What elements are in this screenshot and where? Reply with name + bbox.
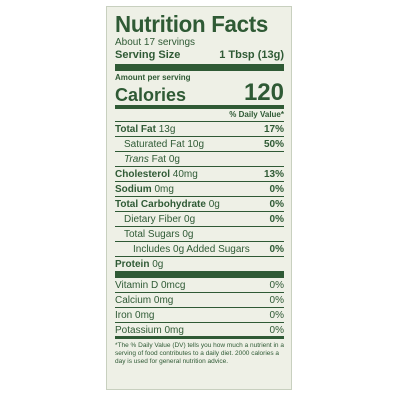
serving-size-row: Serving Size 1 Tbsp (13g) [115, 49, 284, 71]
nutrient-amount: 0mg [154, 183, 174, 195]
nutrient-amount: 40mg [172, 168, 198, 180]
calories-row: Calories 120 [115, 79, 284, 109]
vitamin-row-potassium: Potassium 0mg 0% [115, 323, 284, 337]
nutrient-row-trans-fat: Trans Fat 0g [115, 152, 284, 167]
nutrient-dv: 0% [269, 198, 284, 210]
daily-value-footnote: *The % Daily Value (DV) tells you how mu… [115, 336, 284, 366]
nutrient-name: Protein [115, 258, 150, 270]
daily-value-header: % Daily Value* [115, 109, 284, 122]
nutrient-row-added-sugars: Includes 0g Added Sugars 0% [115, 242, 284, 257]
nutrient-amount: 0g [184, 213, 196, 225]
nutrient-row-total-sugars: Total Sugars 0g [115, 227, 284, 242]
vitamin-amount: 0mg [153, 294, 174, 306]
vitamin-row-calcium: Calcium 0mg 0% [115, 293, 284, 308]
vitamin-dv: 0% [269, 294, 284, 306]
nutrient-name: Trans [124, 153, 149, 165]
nutrient-row-protein: Protein 0g [115, 257, 284, 278]
nutrient-name: Total Carbohydrate [115, 198, 206, 210]
vitamin-name: Vitamin D [115, 279, 159, 291]
nutrient-row-dietary-fiber: Dietary Fiber 0g 0% [115, 212, 284, 227]
nutrient-dv: 17% [263, 123, 284, 135]
calories-label: Calories [115, 85, 187, 105]
nutrient-row-total-fat: Total Fat 13g 17% [115, 122, 284, 137]
serving-size-value: 1 Tbsp (13g) [219, 49, 284, 61]
amount-per-serving: Amount per serving [115, 73, 191, 82]
nutrient-name: Total Fat [115, 123, 156, 135]
vitamin-name: Calcium [115, 294, 152, 306]
vitamin-dv: 0% [269, 279, 284, 291]
nutrient-dv: 0% [269, 243, 284, 255]
nutrient-row-sodium: Sodium 0mg 0% [115, 182, 284, 197]
nutrient-name: Sodium [115, 183, 152, 195]
nutrient-name: Dietary Fiber [124, 213, 182, 225]
nutrient-dv: 0% [269, 213, 284, 225]
vitamin-row-iron: Iron 0mg 0% [115, 308, 284, 323]
vitamin-amount: 0mg [135, 309, 155, 321]
vitamin-amount: 0mg [164, 324, 184, 336]
nutrient-dv: 13% [263, 168, 284, 180]
vitamin-row-vitamin-d: Vitamin D 0mcg 0% [115, 278, 284, 293]
nutrient-amount: 13g [158, 123, 176, 135]
vitamin-dv: 0% [269, 309, 284, 321]
nutrient-name: Saturated Fat [124, 138, 185, 150]
nutrition-facts-label: Nutrition Facts About 17 servings Servin… [106, 6, 292, 390]
nutrient-row-cholesterol: Cholesterol 40mg 13% [115, 167, 284, 182]
nutrient-amount: 0g [182, 228, 194, 240]
nutrient-row-saturated-fat: Saturated Fat 10g 50% [115, 137, 284, 152]
nutrient-name: Cholesterol [115, 168, 171, 180]
nutrient-row-total-carbohydrate: Total Carbohydrate 0g 0% [115, 197, 284, 212]
nutrient-amount: 10g [187, 138, 205, 150]
nutrient-amount: 0g [208, 198, 220, 210]
serving-size-label: Serving Size [115, 49, 181, 61]
vitamin-name: Potassium [115, 324, 162, 336]
nutrient-name: Total Sugars [124, 228, 180, 240]
nutrient-amount: 0g [152, 258, 164, 270]
nutrient-dv: 0% [269, 183, 284, 195]
vitamin-dv: 0% [269, 324, 284, 336]
vitamin-name: Iron [115, 309, 133, 321]
vitamin-amount: 0mcg [160, 279, 186, 291]
nutrient-name: Includes 0g Added Sugars [133, 243, 250, 255]
servings-per-container: About 17 servings [115, 37, 196, 48]
calories-value: 120 [243, 79, 284, 106]
label-title: Nutrition Facts [115, 11, 269, 37]
nutrient-dv: 50% [263, 138, 284, 150]
nutrient-amount: Fat 0g [151, 153, 180, 165]
